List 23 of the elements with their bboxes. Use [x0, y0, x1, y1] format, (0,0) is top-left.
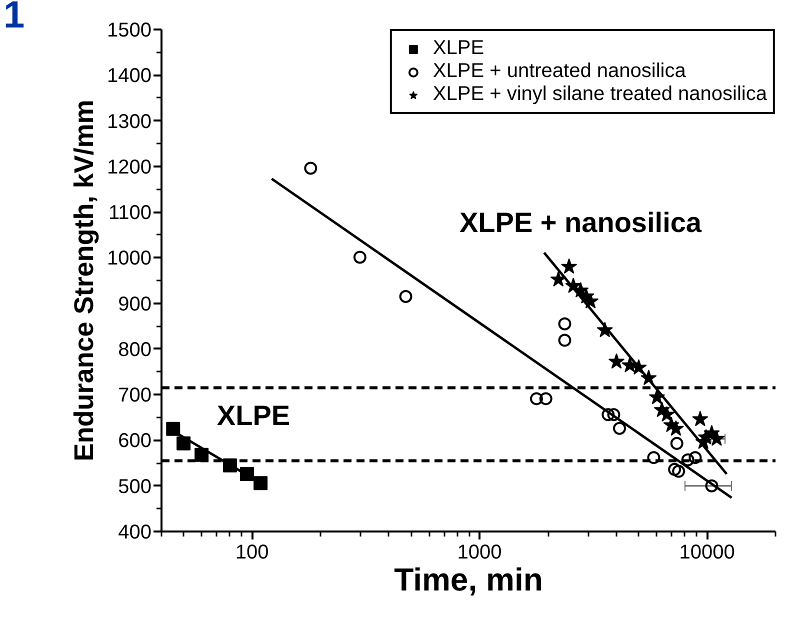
x-tick-label: 100 — [235, 542, 269, 564]
y-tick-label: 900 — [118, 293, 152, 316]
y-tick-label: 800 — [118, 338, 152, 361]
legend-label: XLPE + vinyl silane treated nanosilica — [432, 83, 767, 106]
y-tick-label: 1400 — [107, 65, 152, 88]
y-tick-label: 1300 — [107, 110, 152, 133]
legend-label: XLPE — [432, 37, 484, 60]
x-axis-title: Time, min — [394, 562, 543, 598]
y-tick-label: 500 — [118, 476, 152, 498]
y-tick-label: 1500 — [107, 20, 152, 42]
y-tick-label: 600 — [118, 430, 152, 452]
y-tick-label: 1100 — [108, 202, 152, 224]
annotation: XLPE — [216, 400, 290, 431]
legend-label: XLPE + untreated nanosilica — [432, 60, 686, 83]
text: 1 — [4, 0, 25, 36]
x-tick-label: 1000 — [457, 542, 502, 564]
y-tick-label: 1200 — [107, 156, 152, 178]
y-tick-label: 700 — [118, 384, 152, 407]
y-tick-label: 400 — [118, 522, 152, 544]
x-tick-label: 10000 — [679, 542, 735, 564]
y-tick-label: 1000 — [107, 248, 152, 270]
annotation: XLPE + nanosilica — [460, 207, 702, 238]
y-axis-title: Endurance Strength, kV/mm — [69, 100, 100, 462]
